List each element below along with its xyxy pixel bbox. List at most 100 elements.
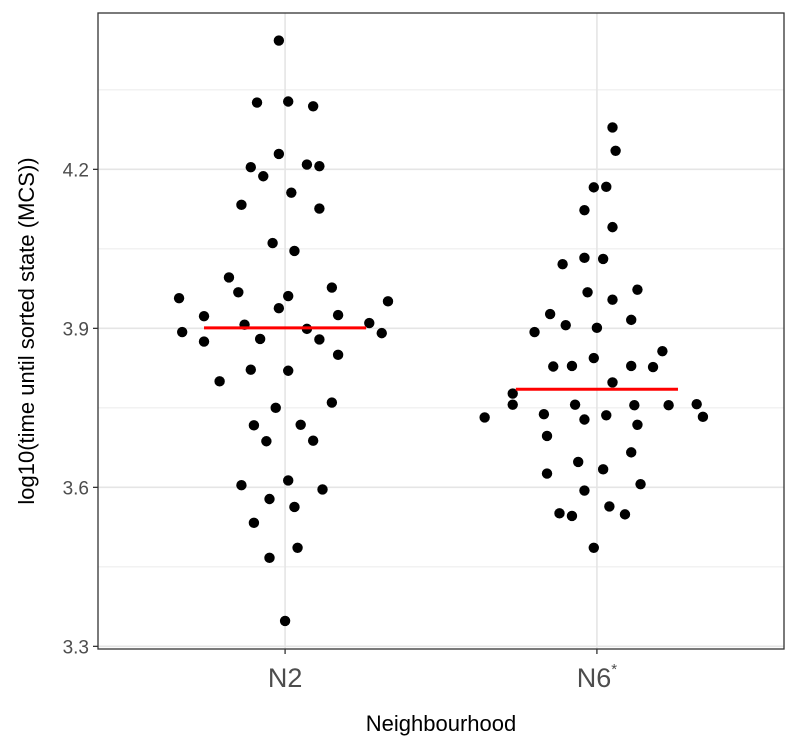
data-point-n2: [233, 287, 244, 298]
data-point-n6: [529, 326, 540, 338]
x-tick-label-n6: N6*: [577, 661, 618, 693]
data-point-n2: [258, 171, 269, 182]
data-point-n6: [579, 485, 590, 496]
data-point-n6: [607, 122, 618, 133]
data-point-n6: [541, 430, 553, 442]
y-tick-label: 3.6: [63, 478, 89, 499]
data-point-n2: [317, 484, 328, 495]
data-point-n6: [554, 508, 565, 519]
plot-panel-background: [98, 13, 784, 649]
data-point-n2: [248, 420, 260, 431]
data-point-n2: [295, 419, 306, 431]
data-point-n2: [364, 317, 375, 329]
data-point-n2: [264, 552, 275, 564]
data-point-n6: [548, 361, 559, 372]
data-point-n2: [326, 282, 338, 293]
y-tick-label: 4.2: [63, 160, 89, 181]
data-point-n2: [236, 480, 247, 491]
data-point-n6: [629, 400, 640, 411]
data-points: [173, 35, 709, 627]
data-point-n6: [479, 412, 490, 423]
data-point-n2: [307, 435, 319, 446]
data-point-n6: [579, 252, 590, 264]
data-point-n2: [236, 199, 247, 211]
data-point-n6: [607, 377, 618, 388]
data-point-n6: [573, 456, 584, 468]
x-axis: N2 N6*: [268, 649, 617, 693]
data-point-n2: [283, 290, 294, 302]
data-point-n6: [507, 388, 518, 399]
data-point-n2: [314, 160, 325, 172]
data-point-n6: [579, 414, 590, 425]
data-point-n2: [283, 475, 294, 486]
data-point-n6: [632, 419, 643, 431]
data-point-n6: [657, 345, 668, 357]
plot-panel-border: [97, 12, 785, 650]
data-point-n6: [597, 464, 609, 475]
data-point-n6: [607, 294, 618, 305]
data-point-n6: [626, 314, 637, 326]
data-point-n6: [557, 259, 568, 270]
data-point-n6: [569, 399, 581, 410]
data-point-n6: [632, 284, 643, 295]
data-point-n2: [254, 333, 266, 345]
data-point-n2: [332, 309, 344, 321]
data-point-n6: [566, 360, 578, 372]
data-point-n2: [251, 97, 263, 108]
data-point-n2: [332, 349, 344, 361]
data-point-n6: [507, 399, 518, 410]
y-axis-title: log10(time until sorted state (MCS)): [14, 157, 39, 504]
data-point-n2: [289, 245, 300, 257]
data-point-n6: [601, 410, 612, 421]
data-point-n2: [264, 493, 275, 505]
data-point-n6: [544, 308, 556, 320]
data-point-n6: [635, 478, 646, 490]
data-point-n2: [382, 296, 394, 307]
data-point-n6: [647, 361, 659, 373]
median-lines: [204, 326, 678, 391]
data-point-n2: [273, 303, 285, 314]
data-point-n2: [283, 96, 294, 107]
data-point-n6: [560, 319, 571, 331]
data-point-n2: [198, 336, 210, 347]
data-point-n2: [307, 101, 319, 112]
data-point-n6: [579, 204, 590, 216]
data-point-n2: [173, 292, 185, 304]
data-point-n6: [588, 542, 599, 553]
data-point-n6: [541, 468, 553, 479]
data-point-n2: [301, 159, 313, 170]
data-point-n2: [273, 148, 285, 160]
data-point-n6: [626, 360, 637, 372]
data-point-n6: [538, 409, 550, 420]
data-point-n6: [588, 352, 599, 364]
data-point-n2: [292, 542, 303, 553]
data-point-n2: [314, 203, 325, 214]
data-point-n2: [273, 35, 285, 46]
data-point-n6: [610, 145, 621, 156]
data-point-n6: [619, 509, 631, 520]
data-point-n2: [289, 501, 300, 513]
data-point-n2: [326, 397, 338, 408]
data-point-n6: [626, 447, 637, 458]
data-point-n6: [697, 411, 709, 423]
y-tick-label: 3.9: [63, 319, 89, 340]
data-point-n6: [663, 400, 674, 411]
data-point-n2: [245, 364, 256, 375]
data-point-n6: [591, 322, 603, 334]
y-tick-label: 3.3: [63, 637, 89, 658]
data-point-n6: [601, 181, 612, 193]
data-point-n6: [691, 398, 702, 410]
data-point-n6: [582, 287, 593, 298]
data-point-n2: [198, 310, 210, 322]
data-point-n2: [267, 237, 278, 249]
data-point-n2: [245, 162, 256, 173]
data-point-n2: [286, 187, 297, 198]
data-point-n2: [283, 365, 294, 376]
data-point-n6: [588, 182, 599, 193]
data-point-n6: [604, 501, 615, 512]
data-point-n2: [223, 272, 235, 283]
data-point-n6: [566, 510, 578, 522]
y-axis: 3.3 3.6 3.9 4.2: [63, 160, 98, 658]
data-point-n6: [597, 253, 609, 265]
